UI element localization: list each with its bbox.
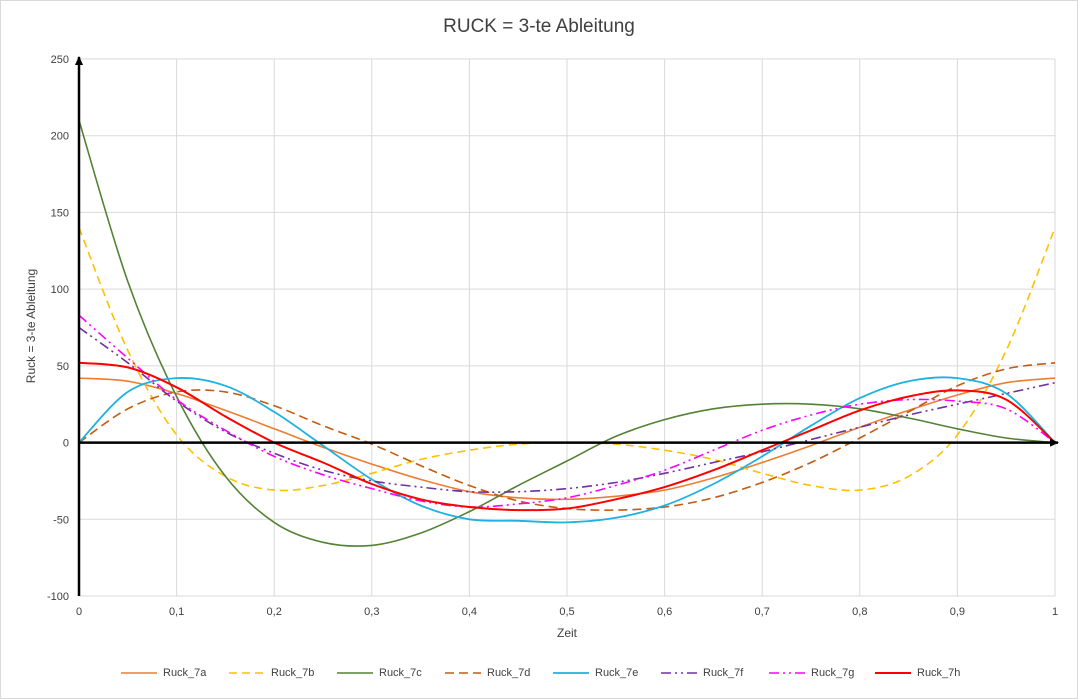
series-line-ruck-7g	[78, 314, 1056, 508]
x-tick-label: 0,3	[364, 606, 379, 618]
x-tick-label: 0,7	[755, 606, 770, 618]
legend-item-ruck-7d: Ruck_7d	[445, 664, 530, 682]
legend-label: Ruck_7d	[487, 667, 531, 679]
y-tick-label: 100	[51, 284, 69, 296]
y-tick-label: -50	[53, 514, 69, 526]
legend-item-ruck-7g: Ruck_7g	[769, 664, 854, 682]
legend-item-ruck-7b: Ruck_7b	[229, 664, 314, 682]
series-line-ruck-7h	[78, 361, 1056, 512]
legend-label: Ruck_7f	[703, 667, 744, 679]
x-tick-label: 0,8	[852, 606, 867, 618]
y-tick-label: 0	[63, 438, 69, 450]
y-tick-label: 150	[51, 207, 69, 219]
legend-item-ruck-7h: Ruck_7h	[875, 664, 960, 682]
x-tick-label: 0,4	[462, 606, 477, 618]
legend: Ruck_7a Ruck_7b Ruck_7c Ruck_7d Ruck_7e Ruck_…	[0, 664, 1078, 684]
x-tick-label: 0,6	[657, 606, 672, 618]
x-tick-label: 0,1	[169, 606, 184, 618]
y-tick-label: -100	[47, 591, 69, 603]
legend-item-ruck-7f: Ruck_7f	[661, 664, 743, 682]
legend-swatch	[875, 672, 911, 674]
series-line-ruck-7f	[78, 326, 1056, 493]
legend-swatch	[769, 672, 805, 674]
legend-label: Ruck_7g	[811, 667, 855, 679]
x-tick-label: 0,9	[950, 606, 965, 618]
x-tick-label: 1	[1052, 606, 1058, 618]
y-tick-label: 50	[57, 361, 69, 373]
x-tick-label: 0,5	[559, 606, 574, 618]
legend-item-ruck-7e: Ruck_7e	[553, 664, 638, 682]
legend-label: Ruck_7a	[163, 667, 207, 679]
legend-swatch	[553, 672, 589, 674]
legend-swatch	[337, 672, 373, 674]
y-tick-label: 200	[51, 131, 69, 143]
chart-title: RUCK = 3-te Ableitung	[443, 16, 635, 37]
legend-label: Ruck_7h	[917, 667, 961, 679]
x-tick-label: 0,2	[267, 606, 282, 618]
legend-label: Ruck_7b	[271, 667, 315, 679]
series-line-ruck-7e	[78, 376, 1056, 524]
y-axis-label: Ruck = 3-te Ableitung	[24, 269, 38, 383]
legend-item-ruck-7c: Ruck_7c	[337, 664, 422, 682]
legend-swatch	[661, 672, 697, 674]
legend-item-ruck-7a: Ruck_7a	[121, 664, 206, 682]
legend-swatch	[445, 672, 481, 674]
legend-swatch	[121, 672, 157, 674]
legend-label: Ruck_7e	[595, 667, 639, 679]
y-tick-label: 250	[51, 54, 69, 66]
x-tick-label: 0	[76, 606, 82, 618]
legend-label: Ruck_7c	[379, 667, 422, 679]
legend-swatch	[229, 672, 265, 674]
x-axis-label: Zeit	[557, 626, 578, 640]
